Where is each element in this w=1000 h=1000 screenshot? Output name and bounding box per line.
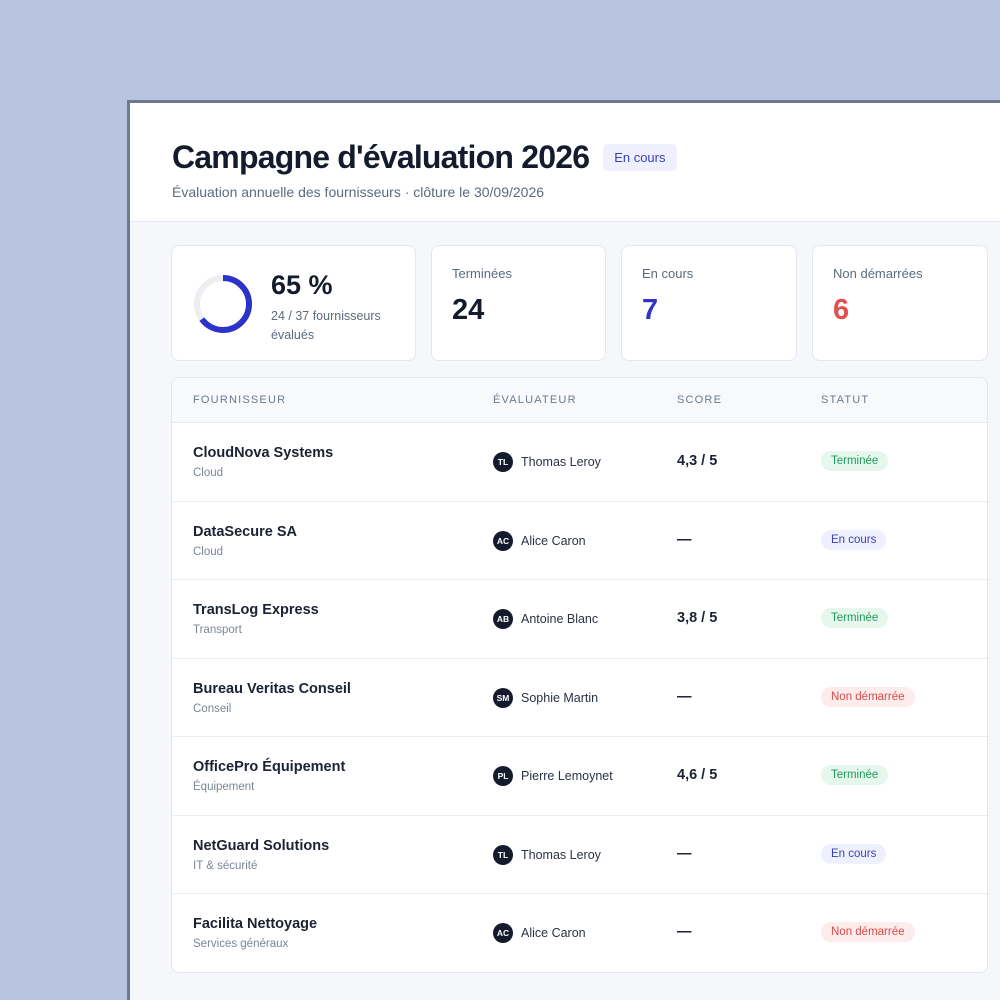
stat-card-terminees: Terminées 24 [431, 245, 606, 361]
supplier-category: Cloud [193, 467, 224, 479]
evaluator-name: Thomas Leroy [521, 847, 601, 862]
stat-value: 24 [452, 294, 485, 326]
evaluator-avatar: AB [493, 609, 513, 629]
evaluator-avatar: PL [493, 766, 513, 786]
score-value: — [677, 845, 692, 862]
supplier-name[interactable]: OfficePro Équipement [193, 759, 346, 775]
status-badge: En cours [821, 843, 887, 864]
score-value: 3,8 / 5 [677, 610, 718, 626]
supplier-name[interactable]: Facilita Nettoyage [193, 916, 318, 932]
stat-label: En cours [642, 266, 694, 281]
evaluator-avatar: SM [493, 687, 513, 708]
page-title: Campagne d'évaluation 2026 [172, 139, 590, 175]
table-row[interactable]: OfficePro Équipement Équipement PL Pierr… [172, 737, 987, 816]
table-row[interactable]: CloudNova Systems Cloud TL Thomas Leroy … [172, 423, 987, 502]
column-header-score[interactable]: SCORE [677, 394, 723, 406]
donut-progress-arc [194, 275, 252, 333]
suppliers-table: FOURNISSEUR ÉVALUATEUR SCORE STATUT Clou… [171, 377, 988, 973]
progress-donut [194, 275, 252, 333]
table-header: FOURNISSEUR ÉVALUATEUR SCORE STATUT [172, 378, 987, 423]
app-window: Campagne d'évaluation 2026 En cours Éval… [127, 100, 1000, 1000]
supplier-name[interactable]: Bureau Veritas Conseil [193, 680, 351, 697]
supplier-category: Cloud [193, 545, 224, 558]
supplier-name[interactable]: CloudNova Systems [193, 445, 334, 461]
supplier-category: Conseil [193, 702, 232, 715]
evaluator-name: Sophie Martin [521, 690, 599, 705]
supplier-category: Services généraux [193, 938, 289, 950]
stat-card-non-demarrees: Non démarrées 6 [812, 245, 988, 361]
supplier-category: Transport [193, 624, 242, 636]
evaluator-name: Alice Caron [521, 533, 586, 548]
page-header: Campagne d'évaluation 2026 En cours Éval… [130, 103, 1000, 222]
progress-card: 65 % 24 / 37 fournisseurs évalués [171, 245, 416, 361]
campaign-status-badge: En cours [603, 144, 677, 171]
score-value: — [677, 688, 692, 705]
table-row[interactable]: TransLog Express Transport AB Antoine Bl… [172, 580, 987, 659]
score-value: 4,6 / 5 [677, 767, 718, 783]
page-subtitle: Évaluation annuelle des fournisseurs · c… [172, 184, 545, 200]
title-row: Campagne d'évaluation 2026 En cours [172, 139, 1000, 176]
score-value: — [677, 531, 692, 548]
evaluator-name: Alice Caron [521, 926, 586, 940]
progress-percent: 65 % [271, 270, 333, 300]
supplier-category: IT & sécurité [193, 859, 258, 872]
supplier-name[interactable]: TransLog Express [193, 602, 319, 618]
stat-label: Terminées [452, 266, 512, 281]
stat-label: Non démarrées [833, 266, 923, 281]
evaluator-avatar: TL [493, 844, 513, 865]
column-header-statut[interactable]: STATUT [821, 394, 870, 406]
table-row[interactable]: DataSecure SA Cloud AC Alice Caron — En … [172, 502, 987, 580]
status-badge: Terminée [821, 451, 889, 471]
evaluator-name: Pierre Lemoynet [521, 769, 613, 783]
evaluator-name: Antoine Blanc [521, 612, 599, 626]
status-badge: Non démarrée [821, 922, 915, 942]
stats-row: 65 % 24 / 37 fournisseurs évalués Termin… [171, 245, 988, 361]
table-row[interactable]: Facilita Nettoyage Services généraux AC … [172, 894, 987, 972]
status-badge: Terminée [821, 608, 889, 628]
table-row[interactable]: NetGuard Solutions IT & sécurité TL Thom… [172, 816, 987, 894]
progress-detail: 24 / 37 fournisseurs évalués [271, 309, 381, 342]
supplier-name[interactable]: DataSecure SA [193, 523, 297, 540]
stat-value: 7 [642, 294, 659, 326]
supplier-category: Équipement [193, 781, 255, 793]
table-row[interactable]: Bureau Veritas Conseil Conseil SM Sophie… [172, 659, 987, 737]
status-badge: En cours [821, 529, 887, 550]
evaluator-name: Thomas Leroy [521, 455, 601, 469]
evaluator-avatar: AC [493, 923, 513, 943]
evaluator-avatar: AC [493, 530, 513, 551]
stat-card-en-cours: En cours 7 [621, 245, 797, 361]
evaluator-avatar: TL [493, 452, 513, 472]
status-badge: Non démarrée [821, 686, 915, 707]
stat-value: 6 [833, 294, 850, 326]
status-badge: Terminée [821, 765, 889, 785]
table-body: CloudNova Systems Cloud TL Thomas Leroy … [172, 423, 987, 972]
column-header-fournisseur[interactable]: FOURNISSEUR [193, 394, 287, 406]
column-header-evaluateur[interactable]: ÉVALUATEUR [493, 394, 577, 406]
score-value: — [677, 924, 692, 940]
supplier-name[interactable]: NetGuard Solutions [193, 837, 330, 854]
score-value: 4,3 / 5 [677, 453, 718, 469]
